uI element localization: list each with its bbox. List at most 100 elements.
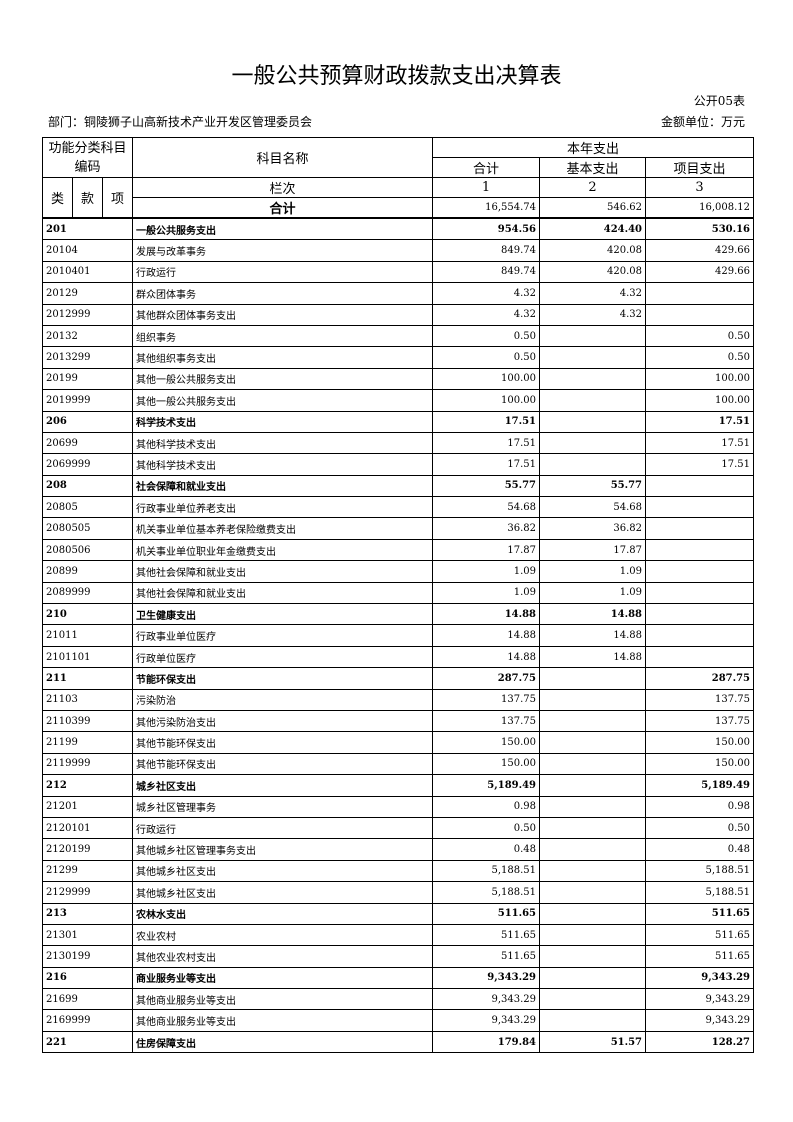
amount-cell [539,324,647,348]
code-cell: 21201 [41,795,134,818]
total-cell: 546.62 [539,197,647,219]
amount-cell [539,752,647,776]
amount-cell: 14.88 [539,624,647,647]
table-row: 20699 其他科学技术支出 17.51 17.51 [41,431,755,455]
name-cell: 其他城乡社区管理事务支出 [132,838,434,861]
amount-cell [539,1009,647,1032]
amount-cell: 511.65 [432,902,541,925]
amount-cell: 511.65 [645,923,755,947]
amount-cell [539,945,647,968]
name-cell: 其他社会保障和就业支出 [132,581,434,605]
code-cell: 2080506 [41,538,134,562]
table-row: 20129 群众团体事务 4.32 4.32 [41,282,755,305]
amount-cell [539,795,647,818]
code-cell: 20199 [41,367,134,391]
name-cell: 其他群众团体事务支出 [132,303,434,326]
amount-cell: 9,343.29 [432,1009,541,1032]
name-cell: 其他污染防治支出 [132,709,434,733]
table-row: 20104 发展与改革事务 849.74 420.08 429.66 [41,239,755,262]
amount-cell [645,303,755,326]
code-cell: 21103 [41,688,134,711]
amount-cell: 4.32 [432,282,541,305]
code-cell: 206 [41,410,134,433]
amount-cell: 429.66 [645,239,755,262]
amount-cell: 17.51 [645,431,755,455]
code-cell: 2119999 [41,752,134,776]
code-cell: 2089999 [41,581,134,605]
name-cell: 其他节能环保支出 [132,731,434,754]
amount-cell: 5,188.51 [432,881,541,904]
amount-cell: 5,188.51 [645,881,755,904]
amount-cell [645,560,755,583]
name-cell: 其他农业农村支出 [132,945,434,968]
amount-cell: 5,189.49 [432,774,541,797]
table-row: 2110399 其他污染防治支出 137.75 137.75 [41,709,755,733]
code-cell: 212 [41,774,134,797]
header-cell: 科目名称 [132,137,434,178]
name-cell: 机关事业单位基本养老保险缴费支出 [132,517,434,540]
amount-cell: 287.75 [432,667,541,690]
header-row: 类 款 项 栏次 1 2 3 [42,177,755,219]
amount-cell: 0.98 [432,795,541,818]
name-cell: 其他城乡社区支出 [132,881,434,904]
amount-cell: 14.88 [432,645,541,669]
name-cell: 行政事业单位医疗 [132,624,434,647]
amount-cell: 54.68 [539,496,647,519]
name-cell: 商业服务业等支出 [132,966,434,990]
amount-cell: 9,343.29 [432,966,541,990]
amount-cell: 36.82 [539,517,647,540]
name-cell: 行政单位医疗 [132,645,434,669]
amount-cell: 0.50 [645,346,755,369]
header-cell: 基本支出 [539,157,647,178]
name-cell: 卫生健康支出 [132,603,434,626]
table-row: 2101101 行政单位医疗 14.88 14.88 [41,645,755,669]
amount-cell [539,709,647,733]
name-cell: 其他科学技术支出 [132,431,434,455]
amount-cell [539,346,647,369]
amount-cell: 14.88 [432,603,541,626]
amount-cell: 420.08 [539,239,647,262]
table-row: 21199 其他节能环保支出 150.00 150.00 [41,731,755,754]
name-cell: 科学技术支出 [132,410,434,433]
amount-cell: 849.74 [432,260,541,284]
amount-cell [645,538,755,562]
amount-cell [539,838,647,861]
amount-cell [539,774,647,797]
table-row: 2120199 其他城乡社区管理事务支出 0.48 0.48 [41,838,755,861]
amount-cell: 100.00 [432,367,541,391]
amount-cell: 9,343.29 [645,966,755,990]
amount-cell: 36.82 [432,517,541,540]
table-row: 20132 组织事务 0.50 0.50 [41,324,755,348]
amount-cell: 179.84 [432,1030,541,1054]
code-cell: 2169999 [41,1009,134,1032]
name-cell: 其他商业服务业等支出 [132,988,434,1011]
amount-cell: 530.16 [645,217,755,241]
header-cell: 类 [42,177,73,219]
header-cell: 款 [72,177,103,219]
name-cell: 城乡社区支出 [132,774,434,797]
amount-cell: 4.32 [432,303,541,326]
name-cell: 其他科学技术支出 [132,453,434,476]
amount-cell: 9,343.29 [645,988,755,1011]
table-row: 211 节能环保支出 287.75 287.75 [41,667,755,690]
code-cell: 2012999 [41,303,134,326]
code-cell: 21301 [41,923,134,947]
table-row: 216 商业服务业等支出 9,343.29 9,343.29 [41,966,755,990]
amount-cell: 9,343.29 [432,988,541,1011]
table-row: 20805 行政事业单位养老支出 54.68 54.68 [41,496,755,519]
amount-cell: 0.50 [432,816,541,840]
code-cell: 216 [41,966,134,990]
amount-cell: 0.50 [645,324,755,348]
amount-cell: 0.50 [645,816,755,840]
amount-cell: 55.77 [539,474,647,498]
amount-cell: 424.40 [539,217,647,241]
table-row: 201 一般公共服务支出 954.56 424.40 530.16 [41,217,755,241]
table-row: 20199 其他一般公共服务支出 100.00 100.00 [41,367,755,391]
header-cell: 本年支出 [432,137,755,158]
name-cell: 农林水支出 [132,902,434,925]
table-row: 20899 其他社会保障和就业支出 1.09 1.09 [41,560,755,583]
amount-cell: 511.65 [432,923,541,947]
code-cell: 21699 [41,988,134,1011]
table-body: 201 一般公共服务支出 954.56 424.40 530.16 20104 发展与改革事… [41,217,755,1054]
name-cell: 社会保障和就业支出 [132,474,434,498]
